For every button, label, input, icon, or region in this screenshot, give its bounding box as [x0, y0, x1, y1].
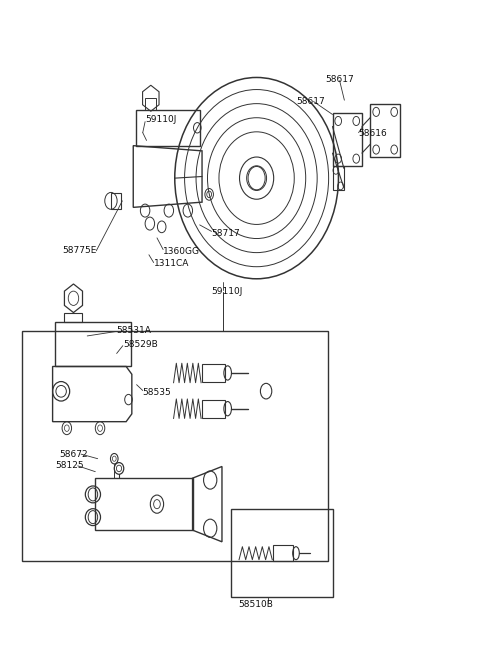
- Text: 1360GG: 1360GG: [163, 247, 200, 256]
- Text: 58617: 58617: [296, 97, 325, 106]
- Text: 58775E: 58775E: [62, 246, 96, 255]
- Bar: [230, 510, 333, 597]
- Bar: [145, 98, 156, 110]
- Bar: [22, 331, 328, 561]
- Bar: [273, 546, 293, 561]
- Bar: [55, 322, 131, 366]
- Bar: [111, 193, 121, 209]
- Bar: [371, 104, 400, 157]
- Bar: [96, 478, 192, 530]
- Text: 59110J: 59110J: [212, 288, 243, 296]
- Text: 58717: 58717: [212, 229, 240, 238]
- Bar: [136, 110, 200, 145]
- Text: 58510B: 58510B: [238, 601, 273, 609]
- Text: 58617: 58617: [325, 75, 354, 84]
- Bar: [333, 166, 344, 190]
- Text: 58672: 58672: [60, 449, 88, 458]
- Text: 58616: 58616: [359, 130, 387, 138]
- Text: 59110J: 59110J: [145, 115, 177, 124]
- Bar: [64, 312, 83, 322]
- Text: 58529B: 58529B: [123, 340, 157, 349]
- Text: 58535: 58535: [143, 388, 171, 397]
- Bar: [333, 113, 362, 166]
- Bar: [202, 364, 225, 382]
- Bar: [202, 400, 225, 418]
- Text: 58531A: 58531A: [117, 326, 152, 335]
- Text: 58125: 58125: [55, 461, 84, 470]
- Text: 1311CA: 1311CA: [154, 259, 189, 269]
